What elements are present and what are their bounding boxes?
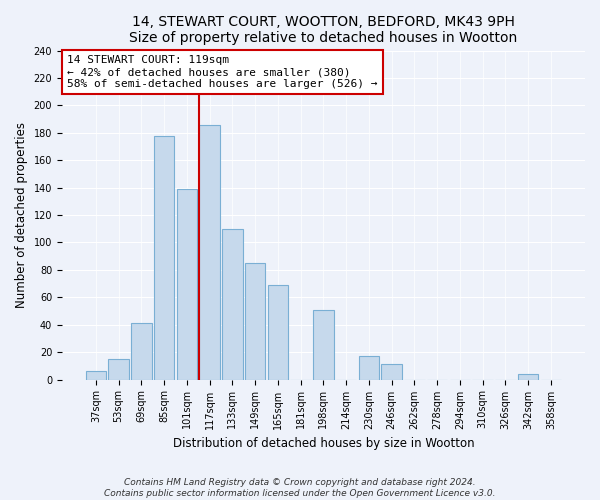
Bar (199, 124, 220, 380)
Bar (359, 356, 379, 380)
Bar (518, 374, 538, 380)
Bar (109, 359, 129, 380)
Bar (382, 364, 402, 380)
Bar (176, 189, 197, 380)
Bar (86, 372, 106, 380)
Text: 14 STEWART COURT: 119sqm
← 42% of detached houses are smaller (380)
58% of semi-: 14 STEWART COURT: 119sqm ← 42% of detach… (67, 56, 377, 88)
Text: Contains HM Land Registry data © Crown copyright and database right 2024.
Contai: Contains HM Land Registry data © Crown c… (104, 478, 496, 498)
Bar (268, 285, 288, 380)
Bar (131, 324, 152, 380)
X-axis label: Distribution of detached houses by size in Wootton: Distribution of detached houses by size … (173, 437, 474, 450)
Bar (245, 263, 265, 380)
Bar (154, 136, 175, 380)
Y-axis label: Number of detached properties: Number of detached properties (15, 122, 28, 308)
Bar (222, 229, 242, 380)
Bar (313, 310, 334, 380)
Title: 14, STEWART COURT, WOOTTON, BEDFORD, MK43 9PH
Size of property relative to detac: 14, STEWART COURT, WOOTTON, BEDFORD, MK4… (130, 15, 518, 45)
